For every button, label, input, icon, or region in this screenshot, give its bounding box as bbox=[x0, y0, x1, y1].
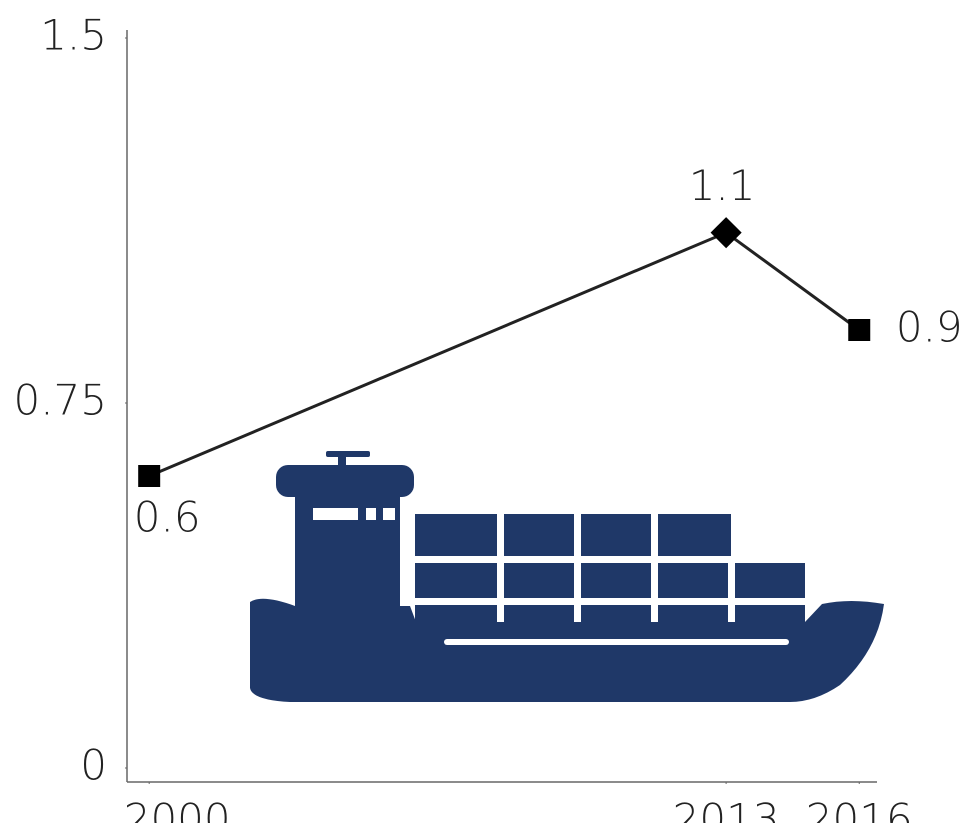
data-label: 0.6 bbox=[134, 493, 201, 542]
line bbox=[148, 230, 861, 478]
marker bbox=[848, 319, 871, 341]
data-label: 1.1 bbox=[689, 161, 756, 210]
y-tick-label: 0 bbox=[80, 741, 107, 790]
x-tick-label: 2000 bbox=[124, 795, 231, 823]
x-tick-label: 2013 bbox=[673, 795, 780, 823]
y-tick-label: 0.75 bbox=[13, 376, 107, 425]
data-label: 0.9 bbox=[896, 303, 961, 352]
y-tick-label: 1.5 bbox=[40, 11, 107, 60]
x-tick-label: 2016 bbox=[806, 795, 913, 823]
marker bbox=[710, 217, 742, 249]
marker bbox=[138, 465, 161, 487]
ship-illustration bbox=[250, 451, 884, 702]
